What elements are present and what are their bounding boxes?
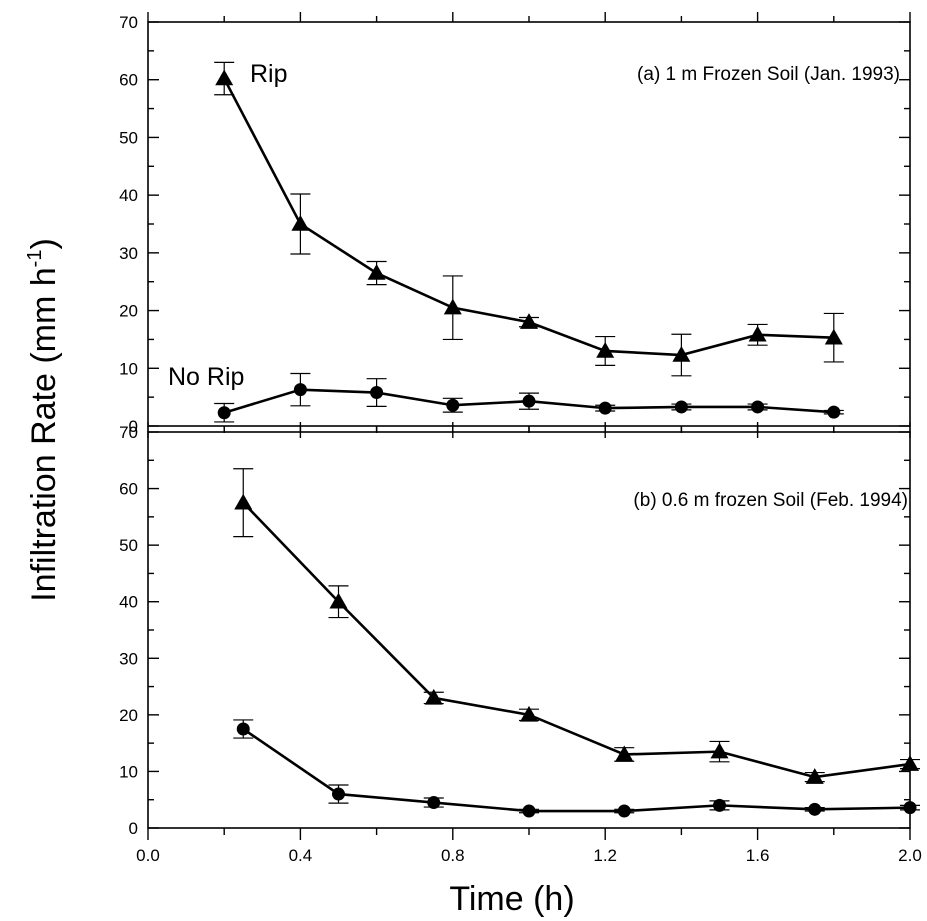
series-rip (214, 61, 844, 377)
circle-point (217, 406, 231, 420)
x-tick-label: 1.6 (746, 846, 770, 865)
triangle-point (901, 755, 919, 771)
series-no-rip (233, 719, 920, 818)
circle-point (827, 405, 841, 419)
triangle-point (520, 313, 538, 329)
circle-point (293, 383, 307, 397)
circle-point (617, 804, 631, 818)
y-tick-label: 30 (119, 649, 138, 668)
triangle-point (672, 346, 691, 362)
triangle-point (443, 298, 462, 315)
y-axis-title: Infiltration Rate (mm h-1) (24, 238, 63, 602)
y-tick-label: 30 (119, 244, 138, 263)
circle-point (713, 798, 726, 812)
panel-b: 0 10 20 30 40 50 60 70 0.0 0.4 0.8 1.2 1.6 2.0 (b) 0.6… (119, 422, 922, 865)
triangle-point (329, 592, 348, 609)
circle-point (522, 804, 536, 818)
triangle-point (748, 325, 767, 342)
x-tick-label: 0.8 (441, 846, 465, 865)
triangle-point (234, 493, 253, 510)
y-tick-label: 60 (119, 480, 138, 499)
y-tick-label: 10 (119, 359, 138, 378)
circle-point (522, 394, 536, 408)
y-tick-label: 60 (119, 71, 138, 90)
circle-point (236, 722, 250, 736)
triangle-point (424, 688, 443, 705)
panel-annotation: (b) 0.6 m frozen Soil (Feb. 1994) (633, 490, 908, 511)
triangle-point (805, 768, 824, 784)
series-label: No Rip (168, 363, 244, 391)
circle-point (903, 801, 917, 815)
series-no-rip (214, 372, 844, 423)
x-tick-label: 0.0 (136, 846, 160, 865)
triangle-point (520, 705, 538, 722)
y-tick-label: 10 (119, 762, 138, 781)
circle-point (751, 400, 765, 414)
series-label: Rip (250, 60, 288, 88)
triangle-point (710, 742, 729, 759)
x-tick-label: 1.2 (593, 846, 617, 865)
series-line (242, 501, 911, 779)
y-tick-label: 50 (119, 536, 138, 555)
series-rip (233, 468, 920, 784)
circle-point (332, 787, 345, 801)
circle-point (427, 796, 441, 810)
series-line (242, 727, 911, 813)
triangle-point (596, 341, 615, 358)
circle-point (674, 400, 688, 414)
y-tick-label: 20 (119, 706, 138, 725)
circle-point (370, 386, 384, 400)
triangle-point (615, 745, 634, 762)
x-tick-label: 0.4 (289, 846, 313, 865)
y-tick-label: 50 (119, 128, 138, 147)
triangle-point (824, 328, 843, 345)
circle-point (446, 398, 460, 412)
triangle-point (291, 215, 310, 231)
triangle-point (367, 264, 386, 280)
panel-annotation: (a) 1 m Frozen Soil (Jan. 1993) (637, 64, 900, 85)
y-tick-label: 70 (119, 423, 138, 442)
y-tick-label: 40 (119, 593, 138, 612)
x-tick-label: 2.0 (898, 846, 922, 865)
y-tick-label: 70 (119, 13, 138, 32)
circle-point (598, 401, 612, 415)
y-tick-label: 20 (119, 302, 138, 321)
x-axis-title: Time (h) (449, 880, 574, 918)
circle-point (808, 802, 822, 816)
panel-a: 0 10 20 30 40 50 60 70 (a) 1 m Frozen Soil (Jan.… (119, 12, 911, 438)
y-tick-label: 0 (129, 819, 138, 838)
triangle-point (215, 69, 234, 86)
y-tick-label: 0 (129, 417, 138, 436)
y-tick-label: 40 (119, 186, 138, 205)
